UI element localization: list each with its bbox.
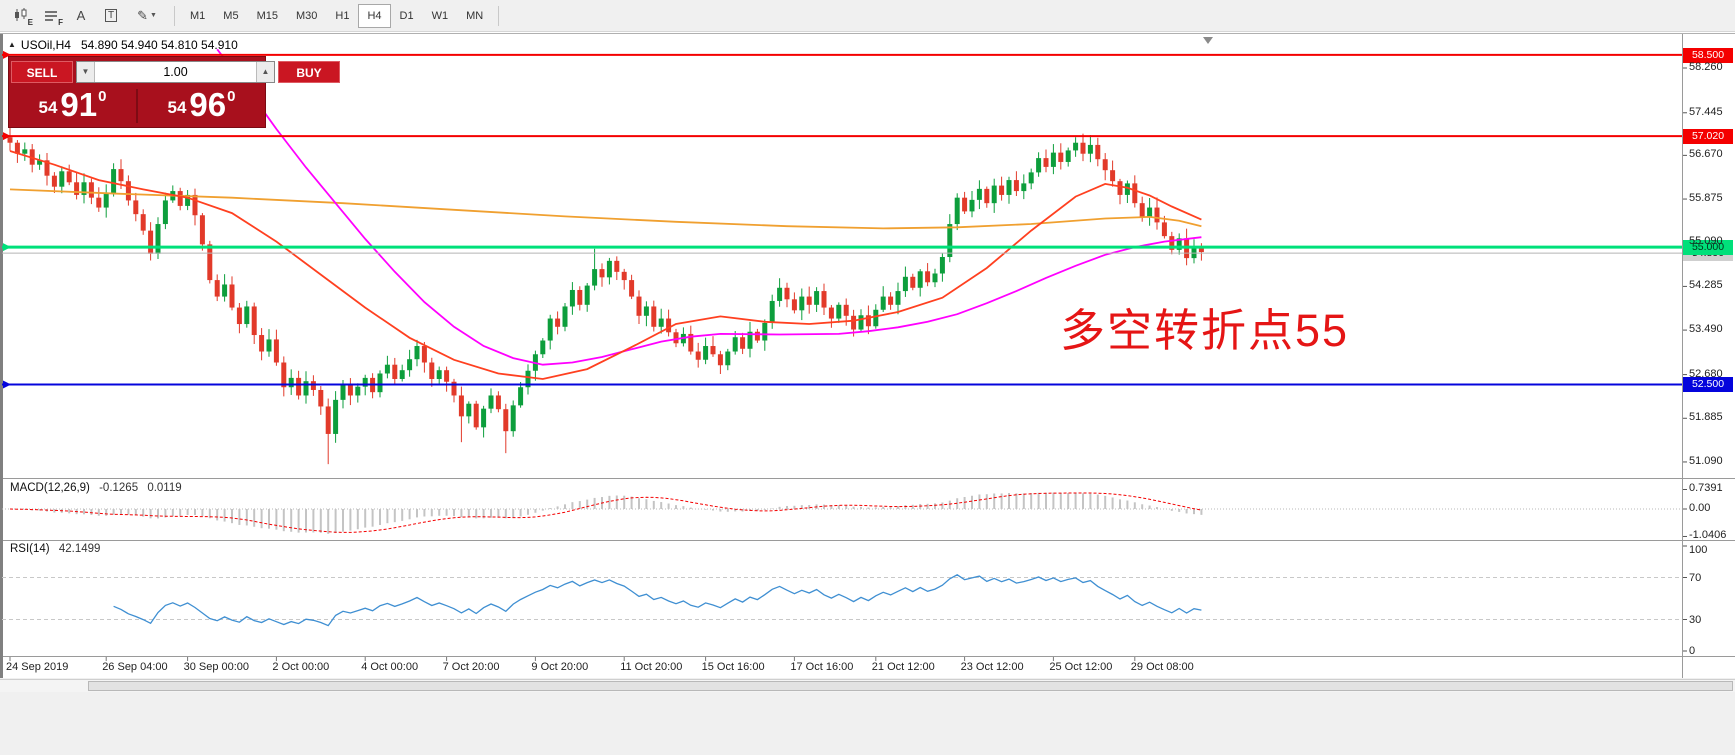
text-label-tool[interactable]: A — [66, 3, 96, 29]
ohlc-values: 54.890 54.940 54.810 54.910 — [80, 38, 238, 52]
one-click-trade-panel: SELL ▼ ▲ BUY 54 91 0 54 96 0 — [8, 56, 340, 128]
drawing-tools-button[interactable]: ✎ ▼ — [126, 3, 168, 29]
chart-header: ▲ USOil,H4 54.890 54.940 54.810 54.910 — [8, 38, 238, 52]
symbol-title: USOil,H4 — [20, 38, 71, 52]
buy-button[interactable]: BUY — [278, 61, 340, 83]
toolbar-separator — [174, 5, 175, 26]
tool-sub-label: E — [27, 17, 33, 27]
timeframe-button-m30[interactable]: M30 — [295, 9, 318, 22]
timeframe-button-w1[interactable]: W1 — [431, 9, 449, 22]
buy-price-small: 54 — [167, 98, 187, 117]
toolbar: E F A T ✎ ▼ M1 M5 M15 M30 H1 H4 D1 W1 MN — [0, 0, 1735, 32]
collapse-icon[interactable]: ▲ — [8, 40, 16, 49]
chevron-down-icon: ▼ — [149, 12, 157, 19]
toolbar-separator — [498, 5, 500, 26]
candlestick-glyph — [14, 8, 26, 21]
text-tool-glyph: A — [76, 8, 86, 23]
text-box-tool[interactable]: T — [96, 3, 126, 29]
timeframe-button-h1[interactable]: H1 — [335, 9, 350, 22]
list-glyph — [45, 10, 57, 21]
timeframe-group: M1 M5 M15 M30 H1 H4 D1 W1 MN — [181, 3, 492, 28]
timeframe-button-m15[interactable]: M15 — [256, 9, 278, 22]
sell-price-small: 54 — [38, 98, 58, 117]
annotation-text: 多空转折点55 — [1060, 305, 1350, 356]
sell-button[interactable]: SELL — [11, 61, 73, 83]
rsi-value: 42.1499 — [58, 543, 101, 555]
sell-price-big: 91 — [60, 85, 98, 123]
chart-background — [0, 32, 1735, 678]
buy-price-big: 96 — [189, 85, 227, 123]
timeframe-button-d1[interactable]: D1 — [399, 9, 414, 22]
sell-price[interactable]: 54 91 0 — [9, 85, 138, 123]
sell-price-sup: 0 — [98, 88, 107, 105]
macd-indicator-header: MACD(12,26,9) -0.1265 0.0119 — [10, 482, 182, 494]
timeframe-button-mn[interactable]: MN — [466, 9, 484, 22]
volume-increase-icon[interactable]: ▲ — [256, 62, 274, 82]
volume-input[interactable] — [95, 62, 256, 82]
horizontal-scrollbar[interactable] — [0, 679, 1735, 692]
profiles-icon[interactable]: F — [36, 3, 66, 29]
textbox-glyph: T — [104, 9, 118, 22]
macd-main-value: -0.1265 — [99, 482, 139, 494]
tool-sub-label: F — [58, 17, 63, 27]
timeframe-button-h4[interactable]: H4 — [358, 3, 391, 28]
timeframe-button-m5[interactable]: M5 — [223, 9, 239, 22]
chart-type-icon[interactable]: E — [6, 3, 36, 29]
scrollbar-handle[interactable] — [88, 681, 1733, 691]
volume-control: ▼ ▲ — [76, 61, 275, 83]
rsi-indicator-header: RSI(14) 42.1499 — [10, 543, 100, 555]
buy-price-sup: 0 — [227, 88, 236, 105]
macd-title-label: MACD(12,26,9) — [10, 482, 90, 494]
macd-signal-value: 0.0119 — [147, 482, 182, 494]
buy-price[interactable]: 54 96 0 — [138, 85, 265, 123]
timeframe-button-m1[interactable]: M1 — [190, 9, 206, 22]
volume-decrease-icon[interactable]: ▼ — [77, 62, 95, 82]
rsi-title-label: RSI(14) — [10, 543, 50, 555]
pencil-icon: ✎ — [137, 7, 148, 23]
